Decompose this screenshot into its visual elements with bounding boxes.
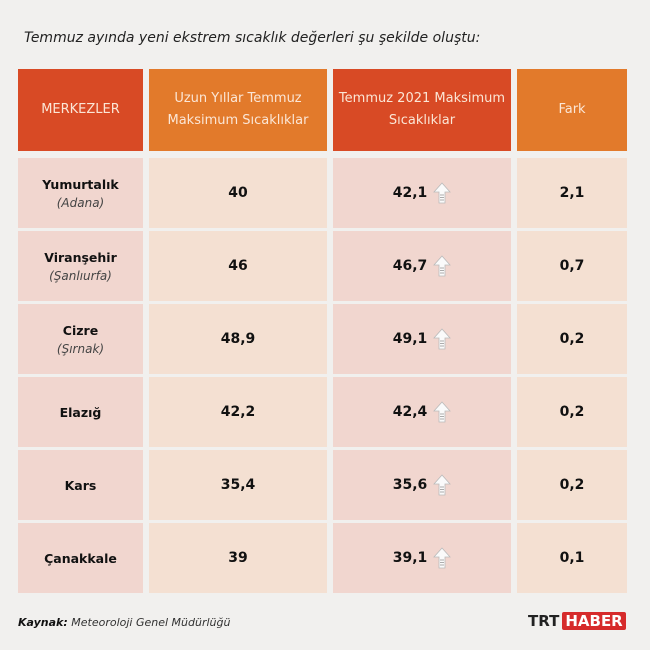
- logo-haber: HABER: [562, 612, 626, 630]
- july-2021-value: 42,4: [392, 404, 428, 420]
- cell-diff: 0,2: [517, 377, 627, 447]
- station-name: Kars: [64, 477, 97, 493]
- july-2021-value: 39,1: [392, 550, 428, 566]
- july-2021-value: 49,1: [392, 331, 428, 347]
- cell-july-2021: 42,1: [333, 158, 511, 228]
- header-stations: MERKEZLER: [18, 69, 143, 151]
- header-diff: Fark: [517, 69, 627, 151]
- cell-long-term: 40: [149, 158, 327, 228]
- header-long-term: Uzun Yıllar Temmuz Maksimum Sıcaklıklar: [149, 69, 327, 151]
- up-arrow-icon: [433, 401, 452, 423]
- cell-station: Viranşehir (Şanlıurfa): [18, 231, 143, 301]
- cell-july-2021: 46,7: [333, 231, 511, 301]
- long-term-value: 42,2: [220, 404, 256, 420]
- cell-july-2021: 42,4: [333, 377, 511, 447]
- up-arrow-icon: [433, 474, 452, 496]
- station-name: Çanakkale: [44, 550, 117, 566]
- long-term-value: 48,9: [220, 331, 256, 347]
- diff-value: 0,2: [559, 477, 585, 493]
- cell-long-term: 39: [149, 523, 327, 593]
- long-term-value: 46: [228, 258, 248, 274]
- cell-long-term: 46: [149, 231, 327, 301]
- source-text: Meteoroloji Genel Müdürlüğü: [71, 616, 231, 629]
- station-name: Elazığ: [59, 404, 102, 420]
- diff-value: 0,2: [559, 404, 585, 420]
- up-arrow-icon: [433, 182, 452, 204]
- source-label: Kaynak:: [18, 616, 68, 629]
- station-name: Yumurtalık: [42, 176, 119, 192]
- cell-july-2021: 39,1: [333, 523, 511, 593]
- diff-value: 0,2: [559, 331, 585, 347]
- cell-station: Çanakkale: [18, 523, 143, 593]
- cell-station: Cizre (Şırnak): [18, 304, 143, 374]
- page-title: Temmuz ayında yeni ekstrem sıcaklık değe…: [24, 30, 481, 46]
- cell-diff: 0,2: [517, 450, 627, 520]
- long-term-value: 35,4: [220, 477, 256, 493]
- cell-diff: 0,2: [517, 304, 627, 374]
- july-2021-value: 35,6: [392, 477, 428, 493]
- province-name: (Adana): [56, 195, 105, 210]
- long-term-value: 39: [228, 550, 248, 566]
- july-2021-value: 42,1: [392, 185, 428, 201]
- source-note: Kaynak: Meteoroloji Genel Müdürlüğü: [18, 616, 230, 629]
- province-name: (Şanlıurfa): [49, 268, 112, 283]
- cell-station: Kars: [18, 450, 143, 520]
- long-term-value: 40: [228, 185, 248, 201]
- cell-july-2021: 35,6: [333, 450, 511, 520]
- table-header: MERKEZLER Uzun Yıllar Temmuz Maksimum Sı…: [18, 69, 627, 151]
- diff-value: 2,1: [559, 185, 585, 201]
- cell-station: Elazığ: [18, 377, 143, 447]
- diff-value: 0,7: [559, 258, 585, 274]
- station-name: Cizre: [62, 322, 99, 338]
- cell-long-term: 35,4: [149, 450, 327, 520]
- up-arrow-icon: [433, 328, 452, 350]
- cell-long-term: 48,9: [149, 304, 327, 374]
- trt-haber-logo: TRT HABER: [528, 612, 626, 630]
- up-arrow-icon: [433, 547, 452, 569]
- table-body: Yumurtalık (Adana) 40 42,1 2,1 Viranşehir (…: [18, 158, 627, 593]
- header-july-2021: Temmuz 2021 Maksimum Sıcaklıklar: [333, 69, 511, 151]
- cell-diff: 0,1: [517, 523, 627, 593]
- province-name: (Şırnak): [56, 341, 105, 356]
- cell-long-term: 42,2: [149, 377, 327, 447]
- july-2021-value: 46,7: [392, 258, 428, 274]
- logo-trt: TRT: [528, 612, 560, 630]
- cell-station: Yumurtalık (Adana): [18, 158, 143, 228]
- station-name: Viranşehir: [44, 249, 117, 265]
- cell-diff: 0,7: [517, 231, 627, 301]
- cell-july-2021: 49,1: [333, 304, 511, 374]
- cell-diff: 2,1: [517, 158, 627, 228]
- up-arrow-icon: [433, 255, 452, 277]
- diff-value: 0,1: [559, 550, 585, 566]
